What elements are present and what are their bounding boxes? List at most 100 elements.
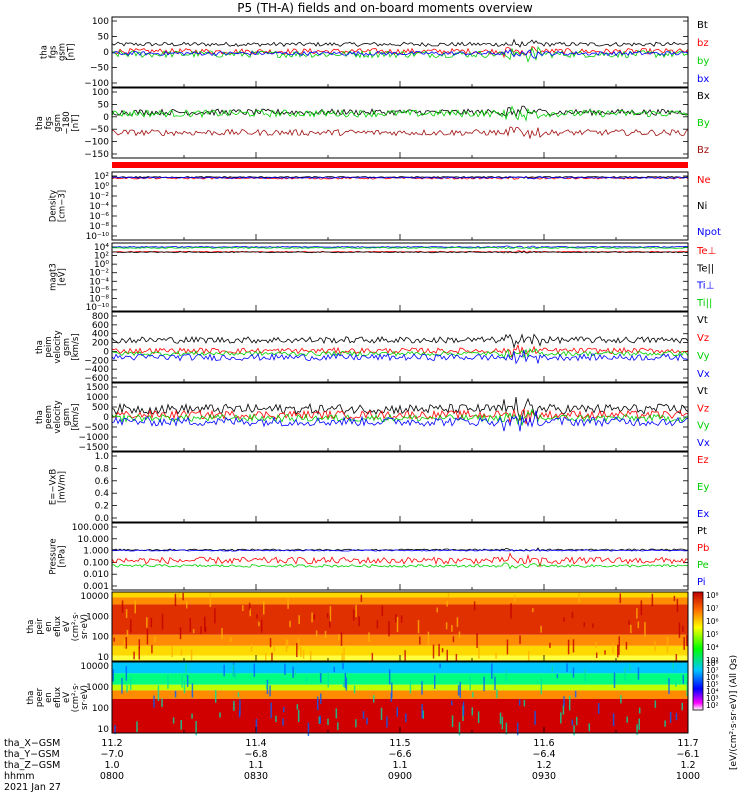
spectrogram-streak	[629, 664, 631, 672]
spectrogram-streak	[493, 673, 495, 679]
y-tick-label: 600	[92, 321, 109, 331]
spectrogram-streak	[138, 646, 141, 660]
spectrogram-streak	[432, 644, 435, 659]
legend-entry: Ez	[697, 455, 709, 466]
legend-entry: Pi	[697, 577, 706, 588]
spectrogram-streak	[177, 592, 180, 600]
y-tick-label: 100	[92, 633, 109, 643]
x-tick-label: 0900	[388, 771, 412, 782]
spectrogram-streak	[121, 677, 123, 694]
spectrogram-streak	[186, 675, 189, 688]
series-line	[111, 246, 689, 250]
spectrogram-streak	[134, 600, 136, 614]
legend-entry: Vt	[697, 386, 708, 397]
y-tick-label: 100.000	[72, 523, 109, 533]
series-line	[111, 48, 689, 59]
spectrogram-streak	[352, 609, 355, 621]
spectrogram-streak	[221, 628, 223, 639]
spectrogram-streak	[146, 628, 149, 645]
y-tick-label: 1000	[86, 393, 109, 403]
y-axis-label: tha fgs gsm [nT]	[40, 43, 77, 61]
spectrogram-streak	[455, 653, 458, 666]
spectrogram-streak	[391, 682, 393, 698]
spectrogram-streak	[421, 704, 423, 719]
series-line	[111, 408, 689, 426]
panel-frame	[111, 311, 689, 383]
spectrogram-streak	[473, 601, 476, 611]
spectrogram-streak	[343, 647, 345, 661]
spectrogram-streak	[491, 663, 493, 680]
x-tick-label: 1000	[676, 771, 700, 782]
series-line	[111, 38, 689, 48]
y-axis-label-line: tha	[40, 45, 50, 59]
y-axis-label-line: E=−VxB	[49, 469, 59, 505]
spectrogram-streak	[523, 700, 526, 707]
y-axis-label-line: (cm²·s·	[71, 683, 81, 713]
spectrogram-streak	[588, 723, 591, 732]
spectrogram-streak	[686, 634, 688, 647]
spectrogram-streak	[319, 715, 321, 724]
spectrogram-streak	[265, 681, 268, 689]
spectrogram-streak	[501, 716, 504, 730]
spectrogram-streak	[146, 617, 148, 628]
spectrogram-streak	[125, 636, 128, 649]
spectrogram-streak	[263, 601, 265, 615]
y-axis-label-line: [mV/m]	[58, 471, 68, 503]
legend-entry: Npot	[697, 227, 721, 238]
spectrogram-streak	[495, 652, 497, 660]
spectrogram-streak	[335, 708, 338, 719]
colorbar-tick: 10⁷	[706, 666, 719, 675]
spectrogram-streak	[439, 663, 441, 668]
spectrogram-streak	[637, 667, 640, 680]
y-axis-label-line: [nT]	[71, 114, 81, 131]
spectrogram-streak	[458, 722, 461, 736]
spectrogram-streak	[612, 643, 614, 654]
spectrogram-streak	[462, 701, 465, 716]
y-axis-label-line: [nT]	[67, 43, 77, 60]
spectrogram-streak	[619, 593, 622, 604]
spectrogram-streak	[476, 633, 478, 648]
spectrogram-streak	[283, 706, 285, 713]
legend-entry: Te||	[696, 263, 714, 274]
spectrogram-streak	[230, 637, 232, 642]
legend-entry: bx	[697, 74, 709, 85]
spectrogram-streak	[253, 663, 256, 677]
y-tick-label: 10⁻¹⁰	[86, 232, 110, 242]
y-tick-label: −1000	[79, 433, 110, 443]
spectrogram-streak	[519, 635, 521, 644]
spectrogram-streak	[121, 600, 124, 613]
series-line	[111, 343, 689, 360]
spectrogram-streak	[436, 607, 438, 613]
spectrogram-streak	[318, 716, 321, 724]
spectrogram-streak	[362, 711, 365, 719]
spectrogram-streak	[388, 669, 391, 685]
y-tick-label: 10⁻⁴	[89, 202, 109, 212]
x-row-label: tha_X−GSM	[4, 738, 60, 749]
spectrogram-streak	[640, 600, 643, 616]
spectrogram-streak	[190, 649, 193, 661]
colorbar: 10⁸10⁷10⁶10⁵10⁴10³10⁸10⁷10⁶10⁵10⁴10³10² …	[692, 591, 739, 770]
legend-entry: Vt	[697, 315, 708, 326]
legend-entry: Bx	[697, 91, 710, 102]
spectrogram-streak	[161, 613, 164, 630]
spectrogram-streak	[604, 650, 606, 655]
spectrogram-streak	[129, 676, 132, 690]
y-tick-label: 0.6	[95, 477, 110, 487]
y-tick-label: 10²	[94, 172, 109, 182]
spectrogram-streak	[316, 696, 319, 711]
y-tick-label: 10⁻⁸	[89, 222, 109, 232]
y-tick-label: 0	[103, 113, 109, 123]
spectrogram-streak	[421, 681, 423, 695]
spectrogram-streak	[478, 646, 480, 659]
x-tick-label: 11.5	[389, 738, 410, 749]
y-tick-label: 10⁰	[94, 182, 109, 192]
spectrogram-streak	[675, 681, 677, 687]
spectrogram-band	[112, 592, 688, 598]
y-tick-label: 1500	[86, 383, 109, 393]
panel-efield: 1.0 0.8 0.6 0.4 0.2 0.0 E=−VxB [mV/m] Ez Ey Ex	[49, 451, 709, 524]
x-tick-label: 11.2	[101, 738, 122, 749]
y-tick-label: 200	[92, 339, 109, 349]
y-tick-label: 10⁻²	[89, 269, 109, 279]
